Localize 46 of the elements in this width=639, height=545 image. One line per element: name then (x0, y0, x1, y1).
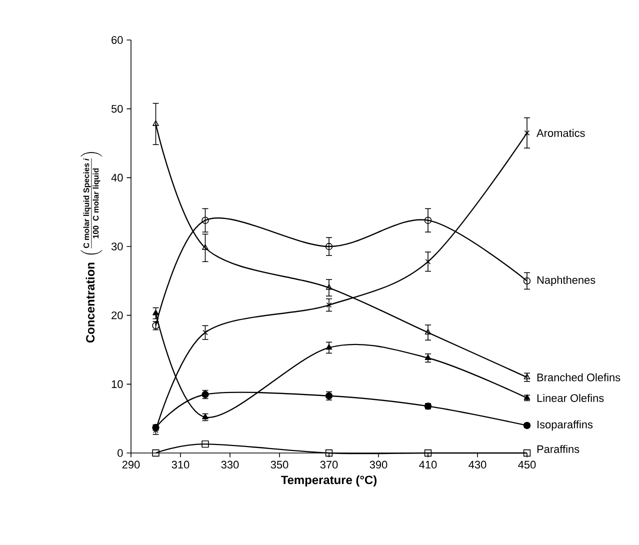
x-tick-label: 390 (370, 460, 388, 469)
point (326, 284, 332, 290)
y-tick-label: 10 (112, 380, 123, 388)
x-tick-label: 350 (270, 460, 288, 469)
series-label: Isoparaffins (538, 420, 593, 431)
y-tick-label: 0 (118, 449, 123, 457)
series-label: Paraffins (537, 444, 580, 454)
series-label: Naphthenes (537, 276, 596, 286)
y-tick-label: 50 (111, 104, 123, 113)
x-tick-label: 450 (518, 460, 536, 469)
point (326, 344, 332, 350)
point (202, 216, 209, 224)
y-tick-label: 20 (112, 311, 123, 320)
point (424, 354, 432, 360)
point (325, 242, 333, 250)
point (325, 449, 333, 457)
point (202, 244, 208, 250)
point (424, 328, 432, 335)
series-label: Branched Olefins (537, 373, 620, 382)
point (152, 120, 159, 126)
x-tick-label: 330 (221, 460, 239, 469)
point (152, 310, 159, 316)
point (202, 440, 209, 448)
y-tick-label: 60 (112, 36, 123, 44)
x-axis-title: Temperature (°C) (281, 475, 377, 487)
point (523, 422, 531, 430)
y-axis-title: $\textbf{Concentration}\;\left(\frac{\textbf{C molar liquid Species \textit{i}}}{\textbf{100\ \ C molar liquid}}\right)$ (80, 152, 102, 343)
x-tick-label: 290 (122, 460, 140, 469)
x-tick-label: 370 (320, 460, 338, 469)
point (424, 216, 432, 224)
point (424, 449, 432, 457)
point (523, 449, 531, 457)
x-tick-label: 310 (172, 460, 190, 469)
y-tick-label: 30 (111, 242, 123, 250)
y-tick-label: 40 (111, 174, 123, 182)
point (326, 302, 332, 308)
point (152, 449, 160, 457)
series-label: Linear Olefins (537, 394, 604, 402)
point (202, 330, 208, 336)
series-label: Aromatics (536, 128, 585, 137)
x-tick-label: 410 (419, 460, 437, 469)
x-tick-label: 430 (468, 460, 486, 469)
point (202, 414, 208, 420)
point (524, 130, 530, 136)
point (523, 277, 531, 285)
point (425, 258, 431, 264)
